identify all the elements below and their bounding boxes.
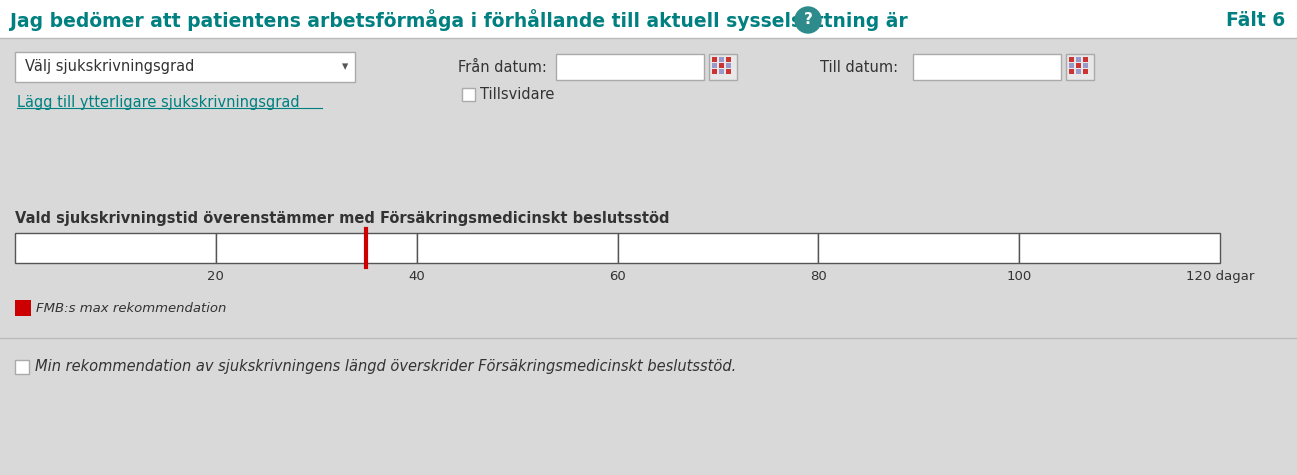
- Text: 20: 20: [208, 270, 224, 283]
- Bar: [1083, 69, 1088, 74]
- FancyBboxPatch shape: [818, 233, 1019, 263]
- Text: Från datum:: Från datum:: [458, 59, 547, 75]
- FancyBboxPatch shape: [556, 54, 704, 80]
- FancyBboxPatch shape: [16, 360, 29, 374]
- FancyBboxPatch shape: [215, 233, 416, 263]
- Bar: [712, 63, 717, 68]
- Bar: [726, 69, 732, 74]
- Text: 120 dagar: 120 dagar: [1185, 270, 1254, 283]
- Bar: [719, 63, 724, 68]
- FancyBboxPatch shape: [16, 52, 355, 82]
- FancyBboxPatch shape: [913, 54, 1061, 80]
- Bar: [719, 69, 724, 74]
- Bar: [1077, 57, 1080, 62]
- Text: Tillsvidare: Tillsvidare: [480, 87, 554, 102]
- Text: Fält 6: Fält 6: [1226, 10, 1285, 29]
- Text: Till datum:: Till datum:: [820, 59, 898, 75]
- Text: 80: 80: [809, 270, 826, 283]
- FancyBboxPatch shape: [0, 0, 1297, 38]
- Circle shape: [795, 7, 821, 33]
- Text: Jag bedömer att patientens arbetsförmåga i förhållande till aktuell sysselsättni: Jag bedömer att patientens arbetsförmåga…: [10, 9, 908, 31]
- Text: 40: 40: [409, 270, 425, 283]
- Bar: [16, 300, 31, 316]
- Bar: [1077, 63, 1080, 68]
- Text: ▾: ▾: [342, 60, 348, 74]
- FancyBboxPatch shape: [1066, 54, 1093, 80]
- Text: ?: ?: [804, 12, 812, 28]
- Bar: [712, 69, 717, 74]
- Bar: [1083, 63, 1088, 68]
- Bar: [1077, 69, 1080, 74]
- Bar: [1069, 63, 1074, 68]
- Text: FMB:s max rekommendation: FMB:s max rekommendation: [36, 302, 227, 314]
- Bar: [719, 57, 724, 62]
- Bar: [712, 57, 717, 62]
- FancyBboxPatch shape: [416, 233, 617, 263]
- FancyBboxPatch shape: [16, 233, 215, 263]
- FancyBboxPatch shape: [1019, 233, 1220, 263]
- Text: Välj sjukskrivningsgrad: Välj sjukskrivningsgrad: [25, 59, 195, 75]
- Bar: [726, 57, 732, 62]
- Text: Vald sjukskrivningstid överenstämmer med Försäkringsmedicinskt beslutsstöd: Vald sjukskrivningstid överenstämmer med…: [16, 210, 669, 226]
- FancyBboxPatch shape: [462, 88, 475, 101]
- Text: 60: 60: [610, 270, 626, 283]
- Bar: [1069, 69, 1074, 74]
- Text: Lägg till ytterligare sjukskrivningsgrad: Lägg till ytterligare sjukskrivningsgrad: [17, 95, 300, 110]
- FancyBboxPatch shape: [709, 54, 737, 80]
- FancyBboxPatch shape: [617, 233, 818, 263]
- Text: 100: 100: [1006, 270, 1032, 283]
- Bar: [1083, 57, 1088, 62]
- Text: Min rekommendation av sjukskrivningens längd överskrider Försäkringsmedicinskt b: Min rekommendation av sjukskrivningens l…: [35, 360, 737, 374]
- Bar: [1069, 57, 1074, 62]
- Bar: [726, 63, 732, 68]
